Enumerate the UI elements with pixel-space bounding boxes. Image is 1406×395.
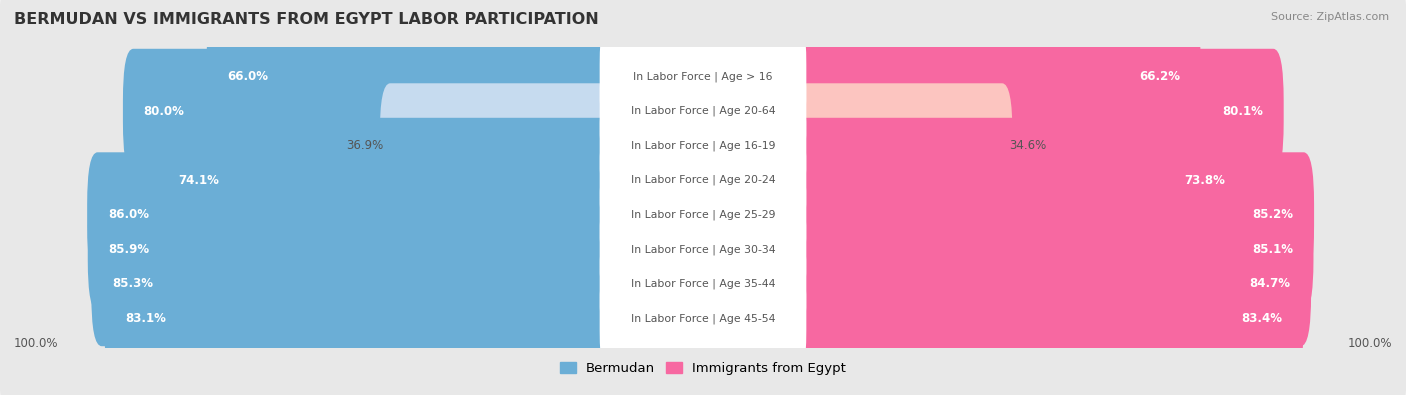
FancyBboxPatch shape bbox=[786, 221, 1312, 346]
FancyBboxPatch shape bbox=[0, 0, 1406, 177]
FancyBboxPatch shape bbox=[599, 151, 807, 278]
Text: Source: ZipAtlas.com: Source: ZipAtlas.com bbox=[1271, 12, 1389, 22]
Text: 73.8%: 73.8% bbox=[1185, 174, 1226, 187]
Legend: Bermudan, Immigrants from Egypt: Bermudan, Immigrants from Egypt bbox=[554, 356, 852, 380]
FancyBboxPatch shape bbox=[599, 47, 807, 175]
FancyBboxPatch shape bbox=[599, 117, 807, 244]
Text: In Labor Force | Age > 16: In Labor Force | Age > 16 bbox=[633, 71, 773, 82]
Text: 80.1%: 80.1% bbox=[1222, 105, 1263, 118]
Text: In Labor Force | Age 16-19: In Labor Force | Age 16-19 bbox=[631, 141, 775, 151]
FancyBboxPatch shape bbox=[786, 187, 1313, 312]
Text: In Labor Force | Age 35-44: In Labor Force | Age 35-44 bbox=[631, 278, 775, 289]
FancyBboxPatch shape bbox=[104, 256, 620, 381]
FancyBboxPatch shape bbox=[786, 49, 1284, 174]
FancyBboxPatch shape bbox=[207, 14, 620, 139]
FancyBboxPatch shape bbox=[786, 83, 1012, 208]
FancyBboxPatch shape bbox=[157, 118, 620, 243]
FancyBboxPatch shape bbox=[0, 81, 1406, 280]
Text: In Labor Force | Age 20-24: In Labor Force | Age 20-24 bbox=[631, 175, 775, 186]
FancyBboxPatch shape bbox=[122, 49, 620, 174]
FancyBboxPatch shape bbox=[0, 218, 1406, 395]
Text: 85.3%: 85.3% bbox=[112, 277, 153, 290]
Text: 86.0%: 86.0% bbox=[108, 208, 149, 221]
FancyBboxPatch shape bbox=[0, 184, 1406, 384]
FancyBboxPatch shape bbox=[0, 46, 1406, 245]
FancyBboxPatch shape bbox=[0, 115, 1406, 314]
Text: In Labor Force | Age 30-34: In Labor Force | Age 30-34 bbox=[631, 244, 775, 254]
FancyBboxPatch shape bbox=[91, 221, 620, 346]
Text: 36.9%: 36.9% bbox=[346, 139, 384, 152]
FancyBboxPatch shape bbox=[599, 220, 807, 348]
Text: 74.1%: 74.1% bbox=[179, 174, 219, 187]
Text: 85.2%: 85.2% bbox=[1253, 208, 1294, 221]
FancyBboxPatch shape bbox=[599, 13, 807, 141]
Text: 84.7%: 84.7% bbox=[1250, 277, 1291, 290]
Text: In Labor Force | Age 45-54: In Labor Force | Age 45-54 bbox=[631, 313, 775, 324]
Text: 66.2%: 66.2% bbox=[1139, 70, 1180, 83]
FancyBboxPatch shape bbox=[599, 185, 807, 313]
FancyBboxPatch shape bbox=[599, 254, 807, 382]
FancyBboxPatch shape bbox=[599, 82, 807, 210]
FancyBboxPatch shape bbox=[786, 118, 1246, 243]
FancyBboxPatch shape bbox=[87, 152, 620, 277]
Text: 100.0%: 100.0% bbox=[1347, 337, 1392, 350]
Text: 85.1%: 85.1% bbox=[1251, 243, 1292, 256]
FancyBboxPatch shape bbox=[87, 187, 620, 312]
Text: 83.1%: 83.1% bbox=[125, 312, 166, 325]
FancyBboxPatch shape bbox=[0, 150, 1406, 349]
FancyBboxPatch shape bbox=[380, 83, 620, 208]
Text: 100.0%: 100.0% bbox=[14, 337, 59, 350]
FancyBboxPatch shape bbox=[0, 11, 1406, 211]
FancyBboxPatch shape bbox=[786, 14, 1201, 139]
Text: 85.9%: 85.9% bbox=[108, 243, 149, 256]
Text: 66.0%: 66.0% bbox=[226, 70, 269, 83]
Text: 34.6%: 34.6% bbox=[1010, 139, 1046, 152]
FancyBboxPatch shape bbox=[786, 152, 1315, 277]
Text: 83.4%: 83.4% bbox=[1241, 312, 1282, 325]
FancyBboxPatch shape bbox=[786, 256, 1303, 381]
Text: In Labor Force | Age 25-29: In Labor Force | Age 25-29 bbox=[631, 209, 775, 220]
Text: BERMUDAN VS IMMIGRANTS FROM EGYPT LABOR PARTICIPATION: BERMUDAN VS IMMIGRANTS FROM EGYPT LABOR … bbox=[14, 12, 599, 27]
Text: In Labor Force | Age 20-64: In Labor Force | Age 20-64 bbox=[631, 106, 775, 117]
Text: 80.0%: 80.0% bbox=[143, 105, 184, 118]
